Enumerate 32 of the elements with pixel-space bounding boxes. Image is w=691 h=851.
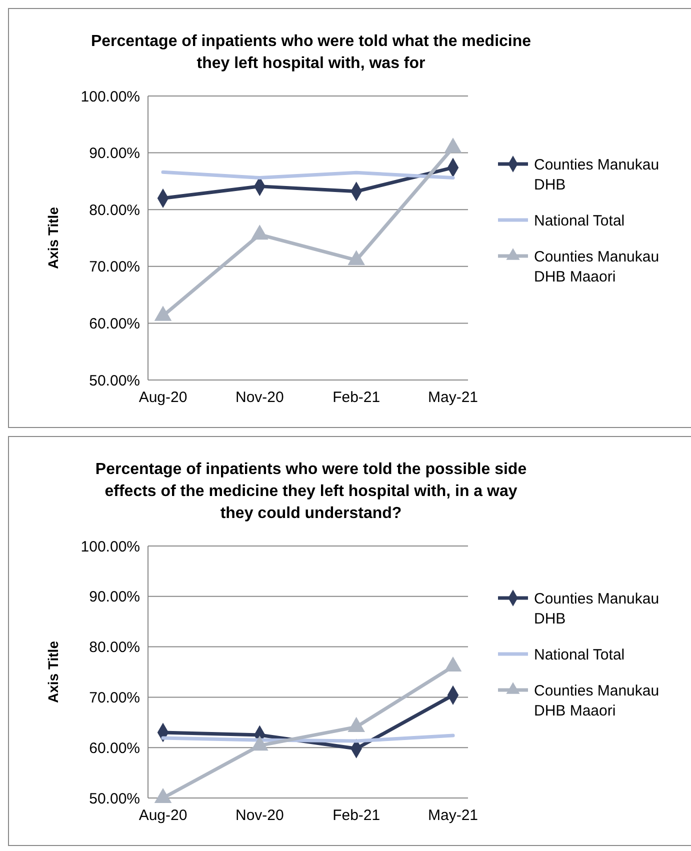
x-tick-label: Feb-21 <box>332 807 380 824</box>
y-tick-label: 90.00% <box>89 588 140 606</box>
y-tick-label: 80.00% <box>89 639 140 656</box>
point <box>251 736 268 751</box>
legend-label: Counties Manukau DHB Maaori <box>534 248 660 286</box>
y-tick-label: 80.00% <box>89 202 140 219</box>
y-tick-label: 50.00% <box>89 790 140 808</box>
x-tick-label: Nov-20 <box>235 389 284 406</box>
y-tick-label: 60.00% <box>89 315 140 332</box>
x-tick-label: Feb-21 <box>332 389 380 406</box>
chart-title: Percentage of inpatients who were told the possible side effects of the medicine they left hospital with, in a way they could understand? <box>95 461 527 522</box>
y-tick-label: 100.00% <box>80 538 140 556</box>
y-tick-label: 90.00% <box>89 145 140 162</box>
x-tick-label: Aug-20 <box>138 807 188 824</box>
y-axis-title: Axis Title <box>45 640 61 703</box>
x-tick-label: May-21 <box>428 807 478 824</box>
y-tick-label: 100.00% <box>80 88 140 106</box>
y-tick-label: 70.00% <box>89 689 140 706</box>
legend-label: National Total <box>534 646 625 664</box>
x-tick-label: May-21 <box>428 389 478 406</box>
y-tick-label: 50.00% <box>89 372 140 390</box>
legend-label: National Total <box>534 212 625 230</box>
y-tick-label: 70.00% <box>89 258 140 276</box>
chart-title: Percentage of inpatients who were told what the medicine they left hospital with, was for <box>90 33 532 72</box>
y-tick-label: 60.00% <box>89 740 140 757</box>
x-tick-label: Aug-20 <box>138 389 188 406</box>
legend-label: Counties Manukau DHB Maaori <box>534 682 660 720</box>
point <box>154 788 172 803</box>
x-tick-label: Nov-20 <box>235 807 284 824</box>
legend-label: Counties Manukau DHB <box>534 590 660 628</box>
y-axis-title: Axis Title <box>45 206 61 269</box>
legend-label: Counties Manukau DHB <box>534 156 660 194</box>
